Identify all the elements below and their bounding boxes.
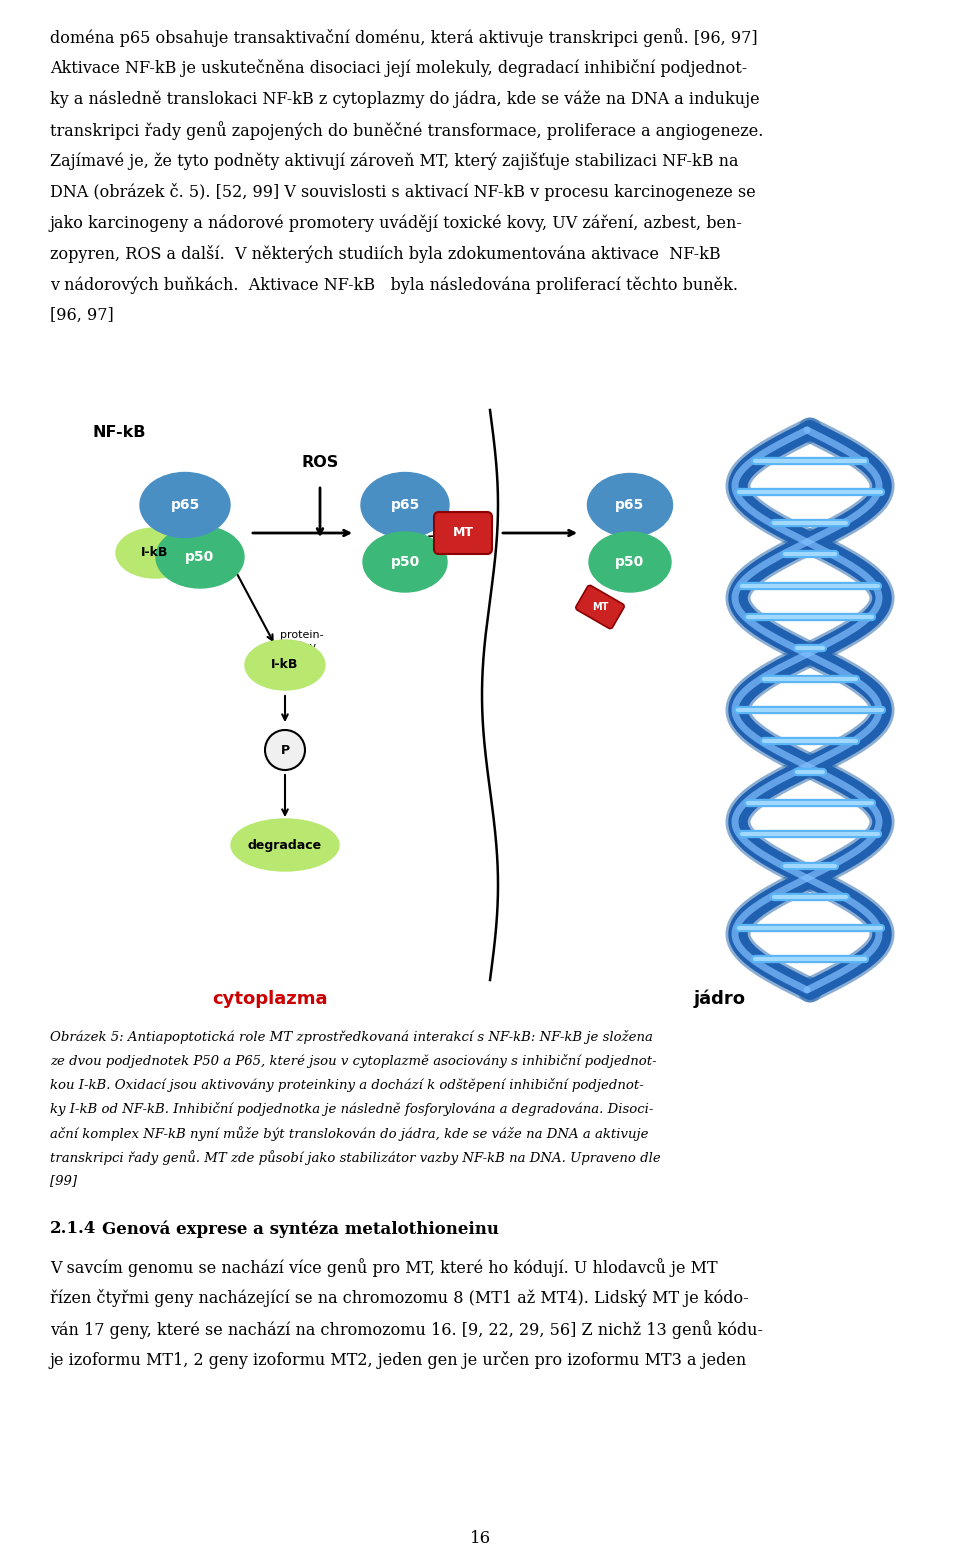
Text: MT: MT [591,601,609,612]
Text: p65: p65 [391,497,420,511]
Ellipse shape [361,472,449,538]
Ellipse shape [589,531,671,592]
Text: Zajímavé je, že tyto podněty aktivují zároveň MT, který zajišťuje stabilizaci NF: Zajímavé je, že tyto podněty aktivují zá… [50,152,738,169]
Text: p50: p50 [185,550,215,564]
Text: DNA (obrázek č. 5). [52, 99] V souvislosti s aktivací NF-kB v procesu karcinogen: DNA (obrázek č. 5). [52, 99] V souvislos… [50,183,756,200]
Ellipse shape [140,472,230,538]
Text: v nádorových buňkách.  Aktivace NF-kB   byla následována proliferací těchto buně: v nádorových buňkách. Aktivace NF-kB byl… [50,277,738,294]
Text: Obrázek 5: Antiapoptotická role MT zprostředkovaná interakcí s NF-kB: NF-kB je s: Obrázek 5: Antiapoptotická role MT zpros… [50,1030,653,1044]
Text: MT: MT [452,527,473,539]
Text: ační komplex NF-kB nyní může být translokován do jádra, kde se váže na DNA a akt: ační komplex NF-kB nyní může být translo… [50,1127,649,1141]
Text: P: P [280,743,290,757]
Text: p50: p50 [391,555,420,569]
Text: NF-kB: NF-kB [93,424,147,440]
FancyBboxPatch shape [576,586,624,629]
Ellipse shape [231,819,339,870]
Text: zopyren, ROS a další.  V některých studiích byla zdokumentována aktivace  NF-kB: zopyren, ROS a další. V některých studií… [50,246,721,263]
Text: jádro: jádro [694,990,746,1009]
Text: [99]: [99] [50,1173,77,1187]
Text: +: + [426,527,444,547]
Text: p50: p50 [615,555,644,569]
Text: 2.1.4: 2.1.4 [50,1220,96,1237]
Text: doména p65 obsahuje transaktivační doménu, která aktivuje transkripci genů. [96,: doména p65 obsahuje transaktivační domén… [50,28,757,47]
Text: ze dvou podjednotek P50 a P65, které jsou v cytoplazmě asociovány s inhibiční po: ze dvou podjednotek P50 a P65, které jso… [50,1054,657,1068]
Text: transkripci řady genů. MT zde působí jako stabilizátor vazby NF-​kB na DNA. Upra: transkripci řady genů. MT zde působí jak… [50,1150,660,1166]
Text: [96, 97]: [96, 97] [50,308,113,323]
Text: ky a následně translokaci NF-kB z cytoplazmy do jádra, kde se váže na DNA a indu: ky a následně translokaci NF-kB z cytopl… [50,90,759,107]
Ellipse shape [245,640,325,690]
Ellipse shape [116,528,194,578]
Text: ky I-kB od NF-​kB. Inhibiční podjednotka je následně fosforylována a degradována: ky I-kB od NF-​kB. Inhibiční podjednotka… [50,1102,654,1116]
Text: p65: p65 [170,497,200,511]
Ellipse shape [156,525,244,587]
Ellipse shape [588,474,673,536]
Text: transkripci řady genů zapojených do buněčné transformace, proliferace a angiogen: transkripci řady genů zapojených do buně… [50,121,763,140]
Text: Genová exprese a syntéza metalothioneinu: Genová exprese a syntéza metalothioneinu [102,1220,499,1237]
Text: řízen čtyřmi geny nacházející se na chromozomu 8 (MT1 až MT4). Lidský MT je kódo: řízen čtyřmi geny nacházející se na chro… [50,1288,749,1307]
Text: protein-
kinázy: protein- kinázy [280,629,324,653]
Text: degradace: degradace [248,839,322,852]
Text: je izoformu MT1, 2 geny izoformu MT2, jeden gen je určen pro izoformu MT3 a jede: je izoformu MT1, 2 geny izoformu MT2, je… [50,1350,747,1369]
Text: I-kB: I-kB [141,547,169,559]
Text: V savcím genomu se nachází více genů pro MT, které ho kódují. U hlodavců je MT: V savcím genomu se nachází více genů pro… [50,1259,718,1277]
Text: 16: 16 [469,1531,491,1546]
Text: p65: p65 [615,497,644,511]
Text: ROS: ROS [301,455,339,469]
Text: ván 17 geny, které se nachází na chromozomu 16. [9, 22, 29, 56] Z nichž 13 genů : ván 17 geny, které se nachází na chromoz… [50,1319,763,1340]
Text: Aktivace NF-kB je uskutečněna disociaci její molekuly, degradací inhibiční podje: Aktivace NF-kB je uskutečněna disociaci … [50,59,747,78]
Circle shape [265,730,305,769]
Text: cytoplazma: cytoplazma [212,990,327,1009]
Text: I-kB: I-kB [272,659,299,671]
Text: jako karcinogeny a nádorové promotery uvádějí toxické kovy, UV záření, azbest, b: jako karcinogeny a nádorové promotery uv… [50,214,743,232]
Ellipse shape [363,531,447,592]
FancyBboxPatch shape [434,511,492,553]
Text: kou I-kB. Oxidací jsou aktivovány proteinkiny a dochází k odštěpení inhibiční po: kou I-kB. Oxidací jsou aktivovány protei… [50,1078,644,1092]
